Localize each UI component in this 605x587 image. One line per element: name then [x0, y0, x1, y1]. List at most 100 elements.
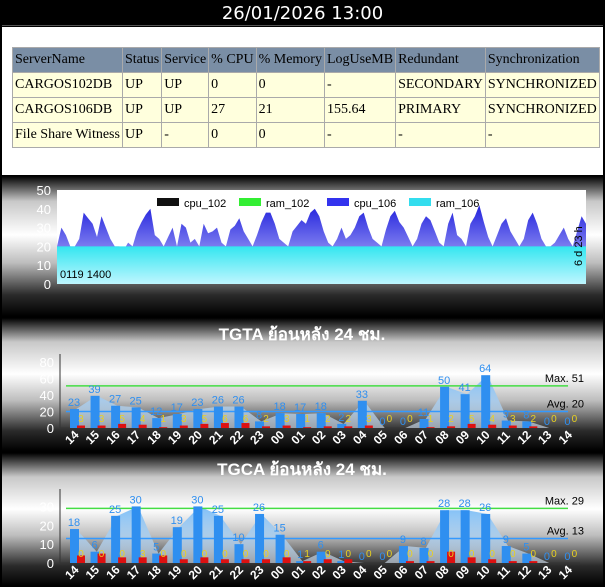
bar-value-label: 25	[212, 504, 224, 516]
bar-value-label: 1	[297, 549, 303, 561]
sub-value-label: 0	[531, 549, 537, 560]
table-row: CARGOS106DB UP UP 27 21 155.64 PRIMARY SYNCHRON…	[12, 97, 600, 123]
resource-usage-chart: 50 40 30 20 10 0 cpu_102 ram_102 cpu_106 ram_106 0…	[2, 176, 603, 316]
bar	[275, 534, 285, 563]
red-bar	[262, 426, 271, 428]
sub-value-label: 0	[551, 549, 557, 560]
sub-value-label: 0	[345, 549, 351, 560]
column-header: % Memory	[255, 47, 325, 73]
bar	[419, 547, 429, 563]
column-header: Service	[161, 47, 210, 73]
bar	[316, 551, 326, 563]
y-tick-label: 20	[40, 405, 54, 420]
bar	[152, 418, 162, 428]
bar-value-label: 10	[232, 532, 244, 544]
sub-value-label: 0	[572, 414, 578, 425]
bar	[111, 405, 121, 428]
red-bar	[220, 423, 229, 428]
red-bar	[529, 426, 538, 428]
bar-value-label: 25	[109, 504, 121, 516]
ram-106-area	[57, 246, 586, 284]
avg-label: Avg. 20	[547, 399, 584, 411]
bar	[172, 527, 182, 563]
bar	[522, 553, 532, 563]
red-bar	[282, 425, 291, 428]
bar-value-label: 25	[130, 395, 142, 407]
sub-value-label: 0	[572, 549, 578, 560]
bar-value-label: 33	[356, 389, 368, 401]
y-tick-label: 0	[47, 421, 54, 436]
red-bar	[118, 557, 127, 563]
legend-item: cpu_106	[327, 198, 396, 210]
bar	[213, 515, 223, 563]
chart-title: TGTA ย้อนหลัง 24 ชม.	[219, 325, 386, 344]
red-bar	[241, 423, 250, 428]
bar-value-label: 0	[564, 416, 570, 428]
bar	[70, 409, 79, 428]
table-cell: -	[323, 122, 397, 148]
table-cell: File Share Witness	[12, 122, 123, 148]
sub-value-label: 3	[78, 414, 84, 425]
bar-value-label: 18	[273, 401, 285, 413]
bar-value-label: 64	[479, 363, 491, 375]
red-bar	[97, 425, 106, 428]
red-bar	[323, 559, 332, 563]
sub-value-label: 5	[469, 414, 475, 425]
server-status-panel: ServerName Status Service% CPU% Memory LogU…	[2, 27, 603, 175]
legend-item: ram_106	[409, 198, 479, 210]
bar	[234, 544, 244, 563]
legend-item: cpu_102	[157, 198, 226, 210]
bar	[255, 421, 265, 428]
bar-value-label: 1	[338, 549, 344, 561]
legend-label: ram_102	[266, 198, 309, 210]
bar-value-label: 8	[420, 536, 426, 548]
sub-value-label: 2	[325, 414, 331, 425]
bar	[501, 546, 511, 563]
bar-value-label: 8	[523, 409, 529, 421]
red-bar	[508, 561, 517, 563]
bar-value-label: 50	[438, 375, 450, 387]
bar-value-label: 30	[191, 494, 203, 506]
sub-value-label: 2	[531, 414, 537, 425]
legend-swatch	[409, 198, 431, 206]
sub-value-label: 0	[510, 549, 516, 560]
sub-value-label: 3	[366, 414, 372, 425]
bar-value-label: 30	[130, 494, 142, 506]
red-bar	[118, 423, 127, 428]
table-cell: SECONDARY	[395, 72, 486, 98]
sub-value-label: 3	[510, 414, 516, 425]
y-tick-label: 40	[40, 388, 54, 403]
red-bar	[159, 555, 168, 563]
bar-value-label: 6	[91, 540, 97, 552]
sub-value-label: 1	[428, 414, 434, 425]
bar-value-label: 18	[315, 401, 327, 413]
table-cell: 0	[255, 122, 325, 148]
bar	[501, 420, 511, 428]
bar	[172, 413, 182, 428]
bar-value-label: 19	[171, 515, 183, 527]
y-tick-label: 0	[44, 277, 51, 292]
red-bar	[405, 561, 414, 563]
table-cell: UP	[121, 97, 163, 123]
table-cell: SYNCHRONIZED	[484, 72, 600, 98]
sub-value-label: 0	[222, 549, 228, 560]
sub-value-label: 0	[428, 549, 434, 560]
sub-value-label: 4	[489, 414, 495, 425]
table-cell: -	[161, 122, 210, 148]
sub-value-label: 0	[448, 549, 454, 560]
red-bar	[344, 559, 353, 563]
red-bar	[179, 559, 188, 563]
bar	[131, 506, 141, 563]
bar	[234, 406, 244, 428]
sub-value-label: 0	[160, 549, 166, 560]
sub-value-label: 2	[345, 414, 351, 425]
red-bar	[488, 424, 497, 428]
red-bar	[77, 425, 85, 428]
bar-value-label: 5	[153, 542, 159, 554]
table-header-row: ServerName Status Service% CPU% Memory LogU…	[12, 47, 600, 73]
column-header: % CPU	[208, 47, 257, 73]
bar	[296, 413, 306, 428]
